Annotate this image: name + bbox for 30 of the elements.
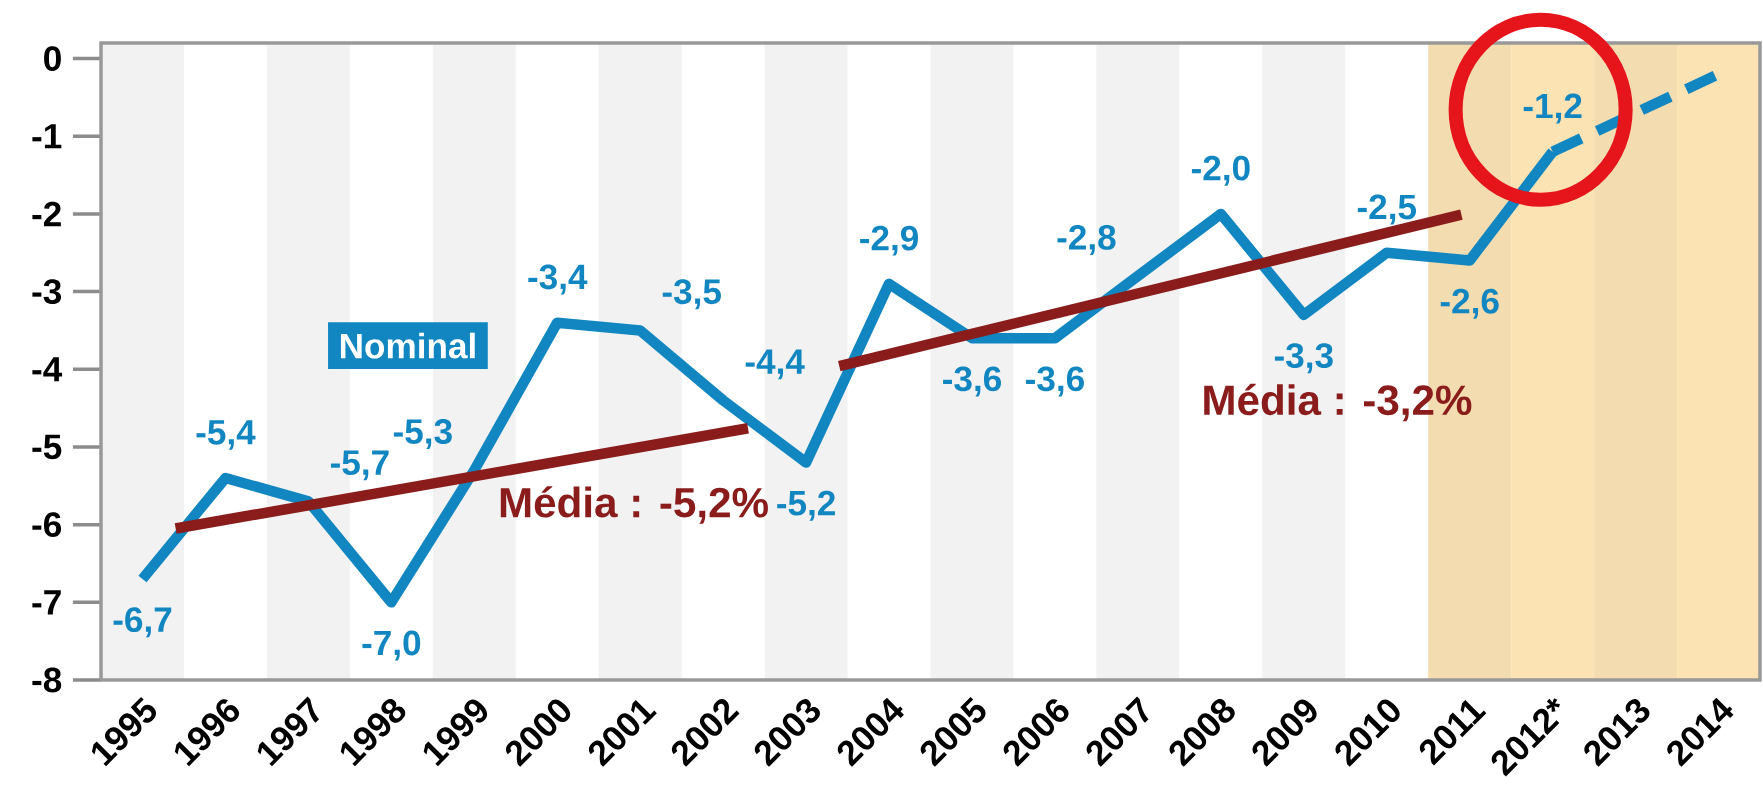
data-label: -3,5 [662,279,721,310]
y-tick-label: -2 [32,201,61,227]
data-label: -3,3 [1274,343,1333,374]
data-label: -4,4 [745,349,805,380]
data-label: -2,9 [860,225,919,256]
data-label: -3,6 [1026,366,1084,397]
text: Média : -3,2% [1204,383,1472,422]
y-tick-label: -1 [32,124,62,149]
data-label: -7,0 [362,630,421,661]
data-label: -5,7 [330,450,389,481]
data-label: -6,7 [113,607,172,638]
data-label: -2,0 [1191,155,1250,186]
y-tick-label: 0 [44,46,61,71]
series-label: Média : -5,2% [500,486,768,524]
data-label: -5,4 [196,420,256,450]
y-tick-label: -3 [32,279,62,305]
data-label: -3,6 [943,366,1002,397]
data-label: -2,6 [1440,288,1499,319]
data-label: -5,3 [393,419,452,450]
y-tick-label: -5 [32,434,62,460]
data-label: -5,2 [777,490,835,521]
y-tick-label: -6 [32,512,62,538]
data-label: -2,5 [1357,194,1417,225]
y-tick-label: -4 [32,357,63,382]
data-label: -2,8 [1057,224,1116,255]
data-label: -1,2 [1523,93,1582,124]
y-tick-label: -7 [32,590,61,615]
y-tick-label: -8 [32,667,62,693]
data-label: -3,4 [528,264,588,295]
series-label: Nominal [340,332,475,359]
